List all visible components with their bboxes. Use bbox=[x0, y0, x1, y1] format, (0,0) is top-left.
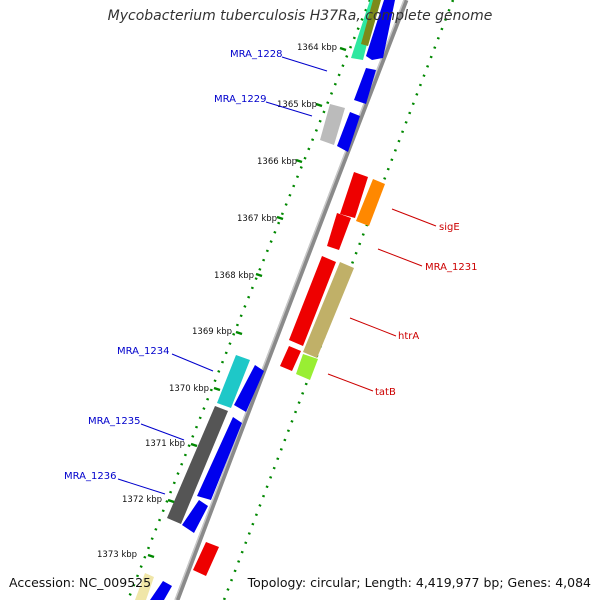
leader-line bbox=[171, 353, 214, 372]
gene-feature[interactable] bbox=[361, 0, 381, 46]
tick-label: 1369 kbp bbox=[192, 327, 232, 337]
gene-feature[interactable] bbox=[289, 256, 336, 346]
tick-label: 1366 kbp bbox=[257, 157, 297, 167]
gene-feature[interactable] bbox=[193, 542, 219, 576]
tick-label: 1367 kbp bbox=[237, 214, 277, 224]
gene-feature[interactable] bbox=[366, 0, 395, 60]
gene-label-mra-1229[interactable]: MRA_1229 bbox=[214, 94, 266, 105]
gene-feature[interactable] bbox=[337, 112, 360, 152]
gene-label-sige[interactable]: sigE bbox=[439, 222, 460, 233]
scale-ticks bbox=[147, 46, 347, 559]
inner-scale-track bbox=[126, 0, 372, 600]
gene-feature[interactable] bbox=[296, 354, 318, 380]
gene-labels: MRA_1228 MRA_1229 MRA_1234 MRA_1235 MRA_… bbox=[64, 49, 477, 482]
leader-line bbox=[281, 56, 328, 72]
tick-label: 1372 kbp bbox=[122, 495, 162, 505]
gene-feature[interactable] bbox=[167, 406, 228, 524]
gene-feature[interactable] bbox=[303, 262, 354, 358]
gene-feature[interactable] bbox=[150, 581, 172, 600]
gene-label-tatb[interactable]: tatB bbox=[375, 387, 396, 398]
genome-backbone bbox=[174, 0, 409, 600]
gene-feature[interactable] bbox=[217, 355, 250, 408]
genome-summary-text: Topology: circular; Length: 4,419,977 bp… bbox=[247, 575, 591, 590]
gene-label-mra-1234[interactable]: MRA_1234 bbox=[117, 346, 169, 357]
gene-label-mra-1236[interactable]: MRA_1236 bbox=[64, 471, 116, 482]
reverse-features bbox=[193, 172, 385, 576]
gene-feature[interactable] bbox=[234, 365, 264, 412]
tick-label: 1373 kbp bbox=[97, 550, 137, 560]
leader-line bbox=[327, 373, 374, 392]
leader-line bbox=[265, 101, 313, 117]
leader-line bbox=[140, 423, 185, 441]
gene-feature[interactable] bbox=[280, 346, 301, 371]
tick-label: 1370 kbp bbox=[169, 384, 209, 394]
leader-line bbox=[391, 208, 437, 227]
genome-title: Mycobacterium tuberculosis H37Ra, comple… bbox=[107, 8, 493, 24]
gene-feature[interactable] bbox=[327, 213, 351, 250]
gene-feature[interactable] bbox=[320, 104, 345, 145]
gene-leader-lines bbox=[117, 56, 437, 495]
gene-feature[interactable] bbox=[135, 573, 154, 600]
leader-line bbox=[349, 317, 397, 337]
gene-feature[interactable] bbox=[197, 417, 242, 500]
gene-feature[interactable] bbox=[340, 172, 368, 218]
gene-label-mra-1228[interactable]: MRA_1228 bbox=[230, 49, 282, 60]
forward-features bbox=[135, 0, 395, 600]
gene-feature[interactable] bbox=[182, 500, 208, 533]
tick-label: 1371 kbp bbox=[145, 439, 185, 449]
gene-feature[interactable] bbox=[356, 179, 385, 226]
leader-line bbox=[117, 478, 166, 495]
leader-line bbox=[377, 248, 423, 267]
tick-label: 1365 kbp bbox=[277, 100, 317, 110]
tick-label: 1368 kbp bbox=[214, 271, 254, 281]
gene-label-mra-1235[interactable]: MRA_1235 bbox=[88, 416, 140, 427]
gene-label-htra[interactable]: htrA bbox=[398, 331, 419, 342]
gene-label-mra-1231[interactable]: MRA_1231 bbox=[425, 262, 477, 273]
gene-feature[interactable] bbox=[354, 68, 376, 104]
tick-labels: 1364 kbp 1365 kbp 1366 kbp 1367 kbp 1368… bbox=[97, 43, 337, 560]
tick-label: 1364 kbp bbox=[297, 43, 337, 53]
accession-text: Accession: NC_009525 bbox=[9, 575, 152, 590]
